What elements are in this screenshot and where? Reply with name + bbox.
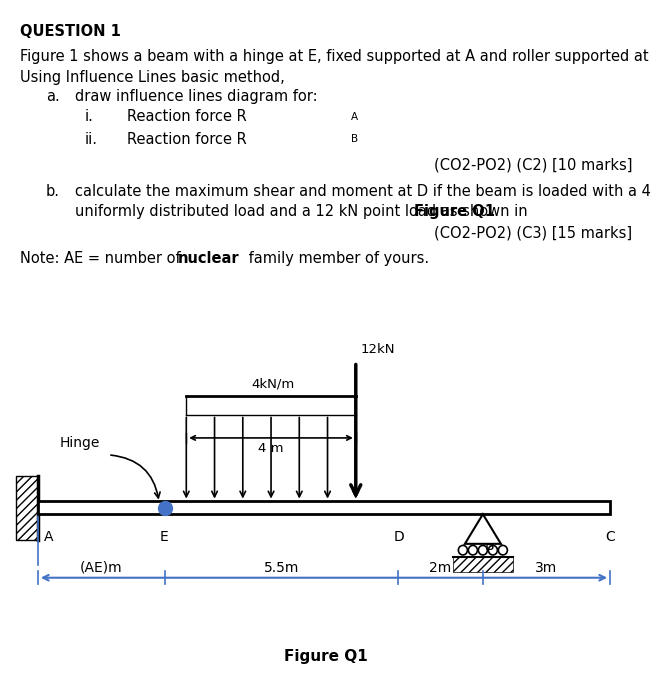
Text: Note: AE = number of: Note: AE = number of bbox=[20, 251, 185, 265]
Text: B: B bbox=[485, 538, 494, 552]
Text: b.: b. bbox=[46, 184, 59, 199]
Text: C: C bbox=[605, 530, 615, 544]
Text: Figure Q1: Figure Q1 bbox=[414, 204, 495, 219]
Text: Figure 1 shows a beam with a hinge at E, fixed supported at A and roller support: Figure 1 shows a beam with a hinge at E,… bbox=[20, 49, 652, 64]
Text: 4kN/m: 4kN/m bbox=[251, 377, 294, 391]
Text: Using Influence Lines basic method,: Using Influence Lines basic method, bbox=[20, 70, 284, 85]
Text: calculate the maximum shear and moment at D if the beam is loaded with a 4kN/m: calculate the maximum shear and moment a… bbox=[75, 184, 652, 199]
Polygon shape bbox=[465, 514, 501, 544]
Bar bbox=[453, 557, 513, 572]
Text: 3m: 3m bbox=[535, 561, 557, 575]
Text: uniformly distributed load and a 12 kN point load as shown in: uniformly distributed load and a 12 kN p… bbox=[75, 204, 532, 219]
Text: B: B bbox=[351, 134, 358, 144]
Text: A: A bbox=[351, 112, 358, 122]
Text: .: . bbox=[488, 204, 492, 219]
Text: Reaction force R: Reaction force R bbox=[127, 109, 247, 124]
Text: (AE)m: (AE)m bbox=[80, 561, 123, 575]
Text: draw influence lines diagram for:: draw influence lines diagram for: bbox=[75, 89, 318, 104]
Text: A: A bbox=[44, 530, 53, 544]
Text: D: D bbox=[393, 530, 404, 544]
Text: i.: i. bbox=[85, 109, 94, 124]
Text: Hinge: Hinge bbox=[60, 435, 100, 449]
Text: ii.: ii. bbox=[85, 132, 98, 146]
Bar bbox=[16, 476, 38, 540]
Text: Figure Q1: Figure Q1 bbox=[284, 648, 368, 664]
Text: (CO2-PO2) (C3) [15 marks]: (CO2-PO2) (C3) [15 marks] bbox=[434, 225, 632, 240]
Text: E: E bbox=[160, 530, 169, 544]
Text: nuclear: nuclear bbox=[177, 251, 239, 265]
Bar bbox=[38, 501, 610, 514]
Text: (CO2-PO2) (C2) [10 marks]: (CO2-PO2) (C2) [10 marks] bbox=[434, 158, 632, 172]
Text: family member of yours.: family member of yours. bbox=[244, 251, 429, 265]
Text: 2m: 2m bbox=[430, 561, 452, 575]
Text: a.: a. bbox=[46, 89, 59, 104]
Text: 5.5m: 5.5m bbox=[264, 561, 299, 575]
Text: 12kN: 12kN bbox=[361, 344, 395, 356]
Text: QUESTION 1: QUESTION 1 bbox=[20, 25, 121, 39]
Text: 4 m: 4 m bbox=[258, 442, 284, 455]
Text: Reaction force R: Reaction force R bbox=[127, 132, 247, 146]
